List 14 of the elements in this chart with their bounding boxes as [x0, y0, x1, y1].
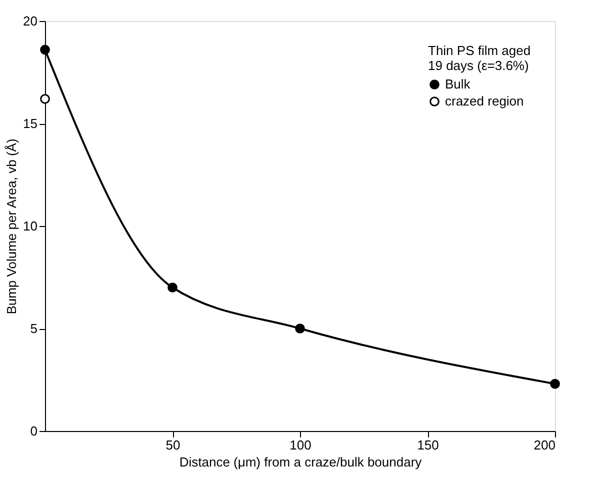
x-tick-label: 200	[534, 438, 556, 452]
legend-label: Bulk	[445, 76, 471, 92]
legend-title: Thin PS film aged 19 days (ε=3.6%)	[428, 43, 531, 73]
y-tick-label: 15	[23, 116, 38, 131]
y-axis-title: Bump Volume per Area, vb (Å)	[4, 138, 20, 314]
legend-label: crazed region	[445, 94, 524, 108]
y-tick-label: 20	[23, 14, 38, 28]
x-axis-title: Distance (μm) from a craze/bulk boundary	[179, 454, 422, 470]
x-tick-label: 150	[417, 438, 439, 452]
x-tick-label: 50	[166, 438, 180, 452]
y-tick-label: 0	[30, 424, 38, 438]
y-tick-label: 10	[23, 218, 38, 234]
x-tick-label: 100	[290, 438, 312, 452]
y-tick-label: 5	[30, 321, 38, 336]
